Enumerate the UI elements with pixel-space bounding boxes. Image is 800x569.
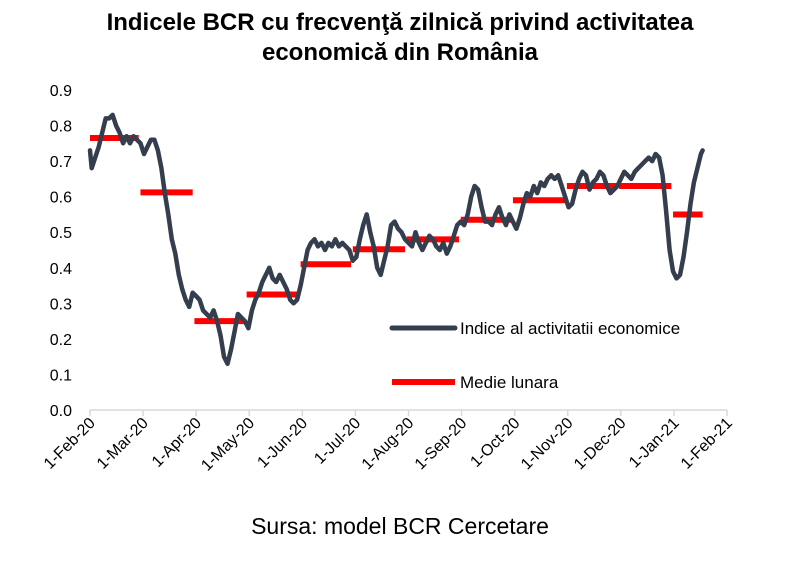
source-note: Sursa: model BCR Cercetare xyxy=(251,513,549,539)
y-tick-label: 0.8 xyxy=(50,119,72,136)
legend-label-activity-index: Indice al activitatii economice xyxy=(460,319,680,338)
legend: Indice al activitatii economice Medie lu… xyxy=(389,319,680,392)
x-tick-label: 1-Aug-20 xyxy=(359,415,418,474)
x-tick-label: 1-Mar-20 xyxy=(94,415,152,473)
y-tick-label: 0.9 xyxy=(50,83,72,100)
x-tick-label: 1-Apr-20 xyxy=(149,415,205,471)
activity-index-series xyxy=(87,112,705,367)
y-tick-label: 0.5 xyxy=(50,225,72,242)
x-tick-label: 1-Sep-20 xyxy=(412,415,471,474)
y-tick-label: 0.2 xyxy=(50,332,72,349)
x-tick-label: 1-Nov-20 xyxy=(518,415,577,474)
x-axis: 1-Feb-201-Mar-201-Apr-201-May-201-Jun-20… xyxy=(41,409,736,475)
legend-label-monthly-average: Medie lunara xyxy=(460,373,559,392)
chart-title: Indicele BCR cu frecvenţă zilnică privin… xyxy=(0,8,800,68)
x-tick-label: 1-May-20 xyxy=(198,415,258,475)
y-tick-label: 0.0 xyxy=(50,403,72,420)
y-axis: 0.0 0.1 0.2 0.3 0.4 0.5 0.6 0.7 0.8 0.9 xyxy=(50,83,72,420)
chart-title-line-2: economică din România xyxy=(261,39,539,66)
x-tick-label: 1-Jan-21 xyxy=(626,415,683,472)
x-tick-label: 1-Oct-20 xyxy=(467,415,523,471)
x-tick-label: 1-Feb-20 xyxy=(41,415,99,473)
x-tick-label: 1-Feb-21 xyxy=(678,415,736,473)
y-tick-label: 0.3 xyxy=(50,296,72,313)
y-tick-label: 0.1 xyxy=(50,367,72,384)
activity-index-line xyxy=(87,112,705,367)
x-tick-label: 1-Dec-20 xyxy=(571,415,630,474)
x-tick-label: 1-Jun-20 xyxy=(254,415,311,472)
y-tick-label: 0.7 xyxy=(50,154,72,171)
chart-title-line-1: Indicele BCR cu frecvenţă zilnică privin… xyxy=(106,9,694,36)
x-tick-label: 1-Jul-20 xyxy=(311,415,364,468)
y-tick-label: 0.4 xyxy=(50,261,72,278)
y-tick-label: 0.6 xyxy=(50,190,72,207)
